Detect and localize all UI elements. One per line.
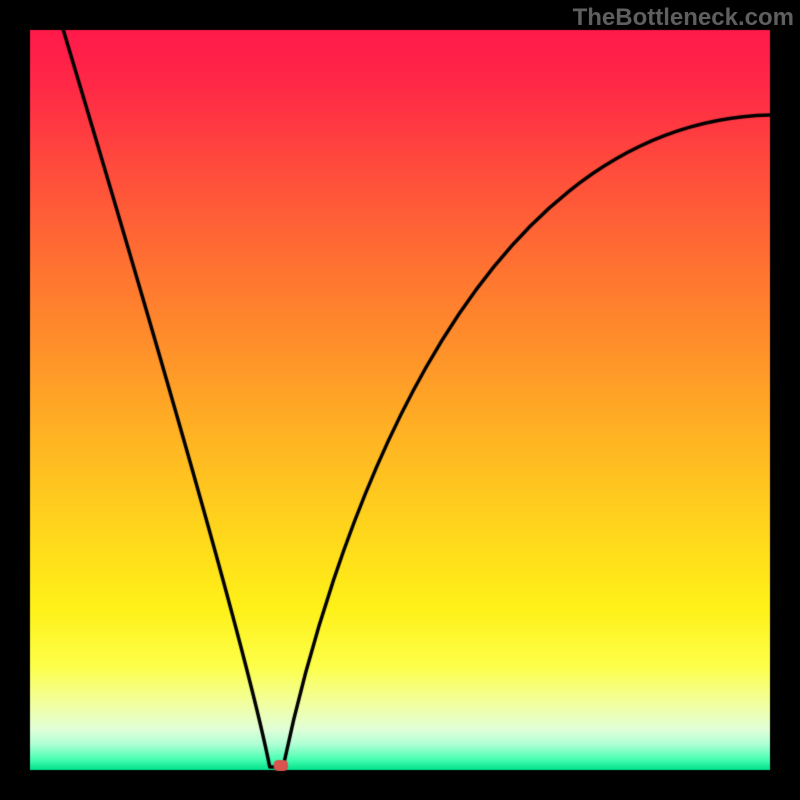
watermark-text: TheBottleneck.com [573, 4, 794, 32]
bottleneck-curve-chart [0, 0, 800, 800]
chart-container: TheBottleneck.com [0, 0, 800, 800]
